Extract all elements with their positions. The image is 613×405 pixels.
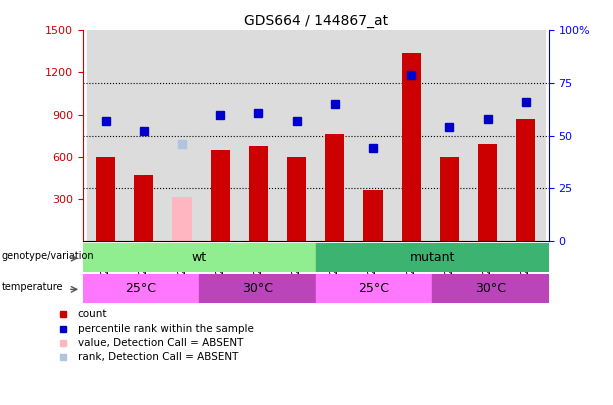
Bar	[199, 274, 316, 303]
Text: mutant: mutant	[409, 251, 455, 264]
Bar	[392, 30, 430, 241]
Title: GDS664 / 144867_at: GDS664 / 144867_at	[243, 14, 388, 28]
Bar	[201, 30, 239, 241]
Bar	[172, 198, 192, 241]
Text: 30°C: 30°C	[475, 282, 506, 295]
Bar	[163, 30, 201, 241]
Text: temperature: temperature	[2, 282, 63, 292]
Bar	[354, 30, 392, 241]
Text: rank, Detection Call = ABSENT: rank, Detection Call = ABSENT	[78, 352, 238, 362]
Bar	[316, 243, 549, 272]
Bar	[430, 30, 468, 241]
Bar	[516, 119, 535, 241]
Bar	[239, 30, 278, 241]
Bar	[364, 190, 383, 241]
Bar	[134, 175, 153, 241]
Text: 25°C: 25°C	[359, 282, 389, 295]
Bar	[326, 134, 345, 241]
Bar	[125, 30, 163, 241]
Bar	[440, 157, 459, 241]
Bar	[249, 145, 268, 241]
Bar	[83, 274, 199, 303]
Text: value, Detection Call = ABSENT: value, Detection Call = ABSENT	[78, 338, 243, 348]
Bar	[478, 144, 497, 241]
Bar	[316, 30, 354, 241]
Bar	[402, 53, 421, 241]
Bar	[316, 274, 432, 303]
Text: genotype/variation: genotype/variation	[2, 251, 94, 261]
Bar	[468, 30, 506, 241]
Bar	[211, 150, 230, 241]
Bar	[83, 243, 316, 272]
Text: 30°C: 30°C	[242, 282, 273, 295]
Bar	[506, 30, 545, 241]
Bar	[287, 157, 306, 241]
Text: percentile rank within the sample: percentile rank within the sample	[78, 324, 254, 334]
Bar	[278, 30, 316, 241]
Text: wt: wt	[192, 251, 207, 264]
Bar	[96, 157, 115, 241]
Bar	[432, 274, 549, 303]
Text: 25°C: 25°C	[126, 282, 156, 295]
Text: count: count	[78, 309, 107, 320]
Bar	[86, 30, 125, 241]
